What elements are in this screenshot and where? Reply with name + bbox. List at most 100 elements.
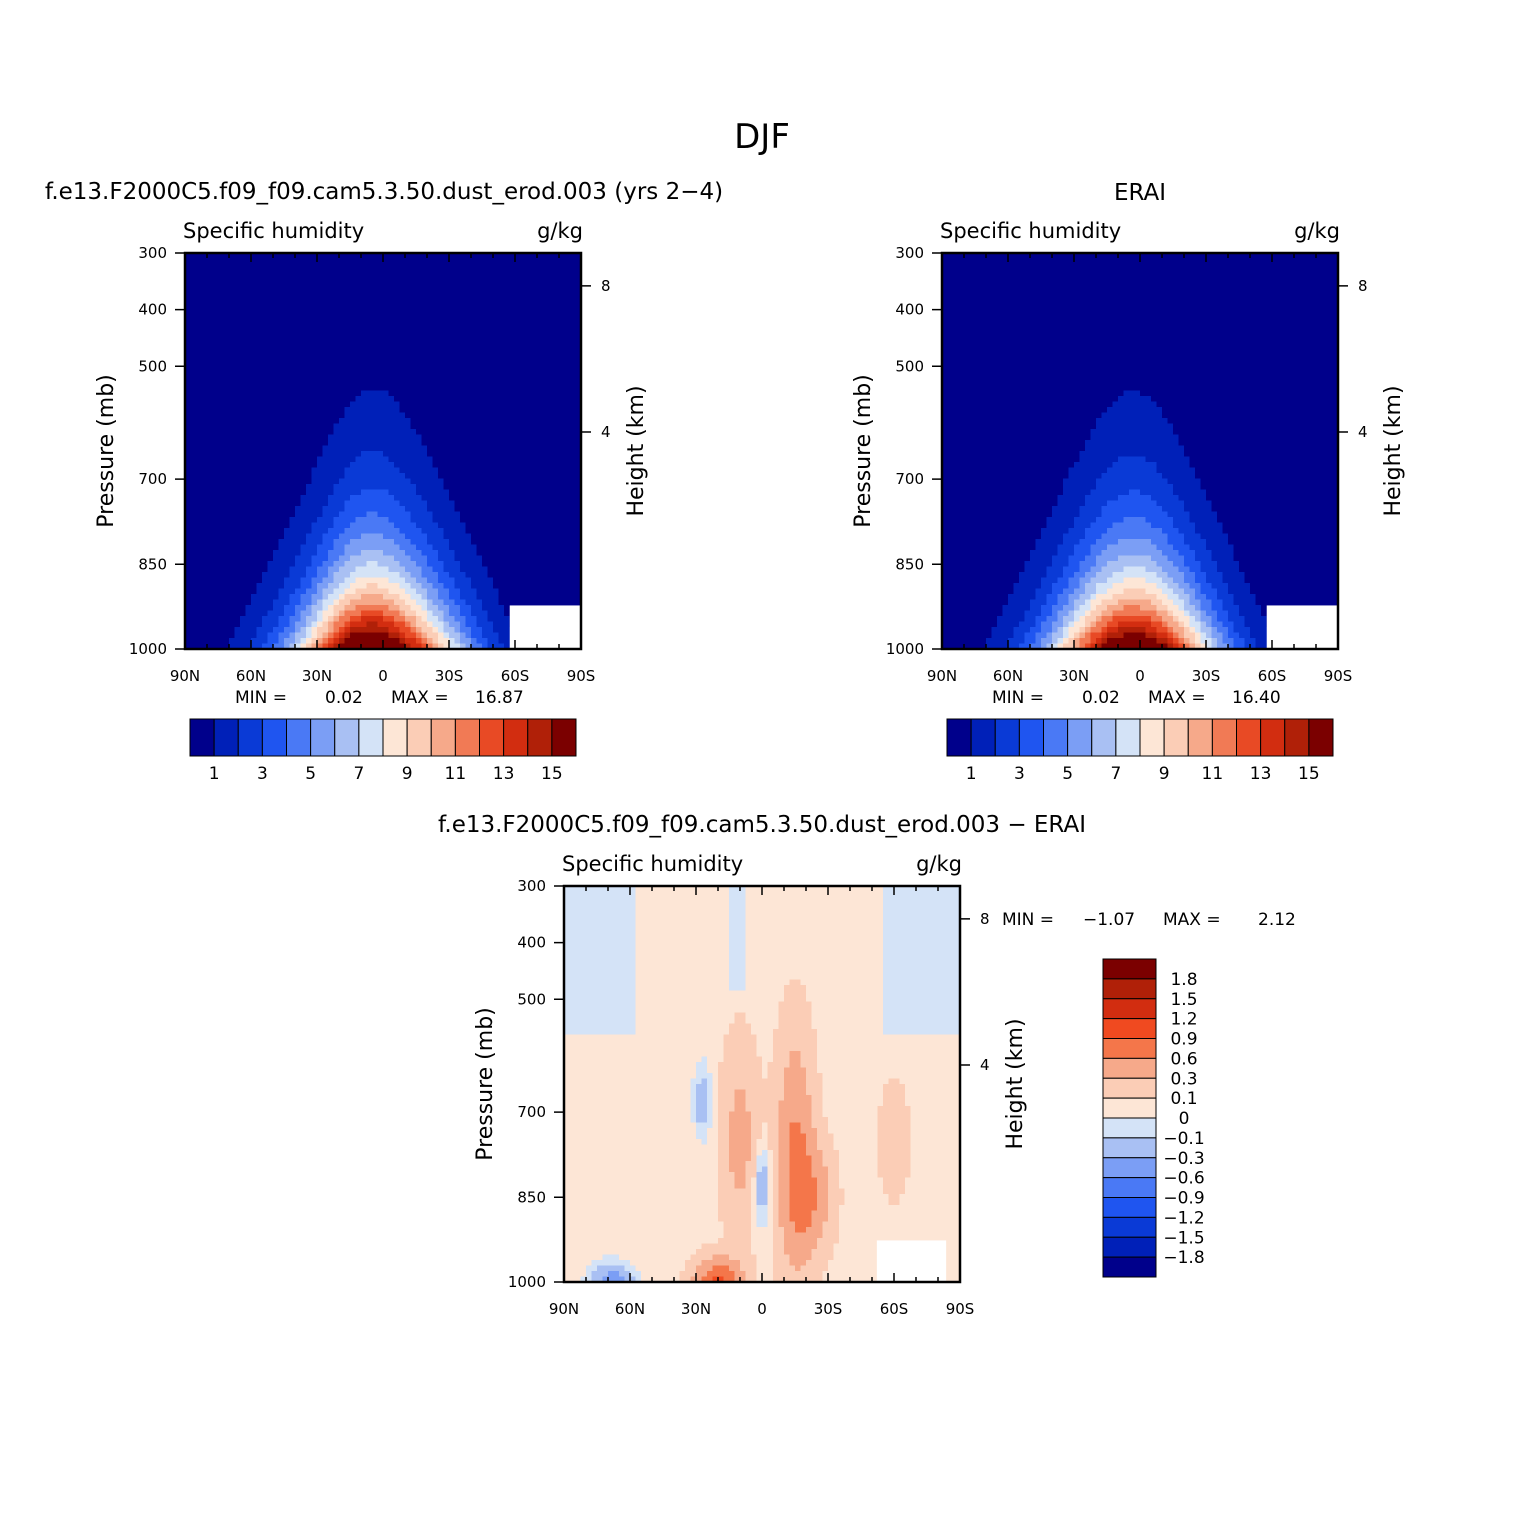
left-label: Specific humidity (940, 219, 1121, 243)
y-tick-label: 1000 (129, 640, 167, 658)
colorbar-swatch (1102, 1177, 1157, 1198)
stats-max-label: MAX = (1148, 688, 1206, 708)
figure-title: DJF (734, 117, 790, 157)
y-tick-label: 1000 (508, 1273, 546, 1291)
x-tick-label: 30N (302, 667, 332, 685)
x-tick-label: 90N (549, 1300, 579, 1318)
y-tick-label: 850 (895, 555, 924, 573)
stats-min-label: MIN = (235, 688, 287, 708)
stats-min-value: 0.02 (325, 688, 363, 708)
stats-min-label: MIN = (1002, 910, 1054, 930)
colorbar-swatch (994, 718, 1020, 757)
stats-min-value: −1.07 (1083, 910, 1135, 930)
right-label: g/kg (916, 852, 962, 876)
x-tick-label: 30S (435, 667, 464, 685)
colorbar-swatch (1102, 958, 1157, 980)
stats-max-label: MAX = (1163, 910, 1221, 930)
colorbar-label: −1.5 (1163, 1228, 1204, 1248)
y-tick-label: 300 (517, 877, 546, 895)
colorbar-label: 11 (1202, 764, 1224, 784)
colorbar-label: 11 (445, 764, 467, 784)
y2-axis-title: Height (km) (1381, 385, 1406, 516)
colorbar-swatch (1102, 1117, 1157, 1139)
y-axis-title: Pressure (mb) (94, 374, 119, 528)
colorbar-label: 1.5 (1170, 990, 1197, 1010)
colorbar-swatch (970, 718, 996, 757)
panel-title: ERAI (1114, 180, 1166, 206)
colorbar-swatch (1091, 718, 1117, 757)
y-tick-label: 500 (895, 357, 924, 375)
colorbar-swatch (1102, 998, 1157, 1020)
colorbar-swatch (213, 718, 239, 757)
colorbar-swatch (382, 718, 408, 757)
colorbar-swatch (286, 718, 312, 757)
colorbar-label: 9 (1159, 764, 1170, 784)
x-tick-label: 60S (501, 667, 530, 685)
y2-axis-title: Height (km) (1003, 1018, 1028, 1149)
colorbar-label: 7 (1110, 764, 1121, 784)
colorbar-label: 7 (353, 764, 364, 784)
colorbar-label: 0 (1179, 1109, 1190, 1129)
colorbar-label: −1.8 (1163, 1248, 1204, 1268)
colorbar-swatch (1260, 718, 1286, 757)
contour-panel-2: ERAI Specific humidity g/kg 90N 60N 30N 0 30S 60… (851, 180, 1406, 784)
colorbar-swatch (1102, 1038, 1157, 1059)
y-tick-label: 400 (517, 934, 546, 952)
colorbar-swatch (1043, 718, 1069, 757)
colorbar-label: 0.9 (1170, 1030, 1197, 1050)
left-label: Specific humidity (183, 219, 364, 243)
x-tick-label: 90S (567, 667, 596, 685)
left-label: Specific humidity (562, 852, 743, 876)
colorbar-swatch (1308, 718, 1334, 757)
y-tick-label: 300 (895, 244, 924, 262)
missing-data-region (509, 605, 581, 649)
colorbar-swatch (1163, 718, 1189, 757)
colorbar-swatch (1102, 1018, 1157, 1039)
colorbar-label: 13 (1250, 764, 1272, 784)
colorbar-label: 1 (966, 764, 977, 784)
colorbar-label: −0.1 (1163, 1129, 1204, 1149)
y2-axis-title: Height (km) (624, 385, 649, 516)
y-tick-label: 700 (895, 470, 924, 488)
colorbar-swatch (261, 718, 287, 757)
y2-tick-label: 4 (980, 1056, 990, 1074)
y-tick-label: 500 (517, 990, 546, 1008)
stats-min-value: 0.02 (1082, 688, 1120, 708)
colorbar-label: 3 (1014, 764, 1025, 784)
colorbar-swatch (358, 718, 384, 757)
colorbar-swatch (406, 718, 432, 757)
colorbar-swatch (334, 718, 360, 757)
colorbar-swatch (1102, 1236, 1157, 1258)
x-tick-label: 0 (1135, 667, 1145, 685)
y2-tick-label: 8 (601, 277, 611, 295)
colorbar-swatch (189, 718, 215, 757)
x-tick-label: 90N (927, 667, 957, 685)
missing-data-region (876, 1240, 947, 1282)
x-tick-label: 30N (1059, 667, 1089, 685)
colorbar-label: 0.3 (1170, 1069, 1197, 1089)
colorbar-label: −0.3 (1163, 1149, 1204, 1169)
panel-title: f.e13.F2000C5.f09_f09.cam5.3.50.dust_ero… (438, 812, 1086, 838)
panel-title: f.e13.F2000C5.f09_f09.cam5.3.50.dust_ero… (45, 179, 723, 205)
x-tick-label: 60N (236, 667, 266, 685)
y-tick-label: 1000 (886, 640, 924, 658)
colorbar-label: 0.1 (1170, 1089, 1197, 1109)
x-tick-label: 30S (814, 1300, 843, 1318)
colorbar-swatch (310, 718, 336, 757)
stats-max-value: 16.87 (475, 688, 524, 708)
colorbar-label: 13 (493, 764, 515, 784)
y-tick-label: 850 (138, 555, 167, 573)
colorbar-label: 9 (402, 764, 413, 784)
y-tick-label: 400 (895, 301, 924, 319)
contour-field (185, 253, 582, 650)
colorbar-swatch (430, 718, 456, 757)
y-axis-title: Pressure (mb) (473, 1007, 498, 1161)
y-tick-label: 700 (138, 470, 167, 488)
x-tick-label: 30S (1192, 667, 1221, 685)
colorbar-label: −1.2 (1163, 1208, 1204, 1228)
x-tick-label: 30N (681, 1300, 711, 1318)
colorbar-swatch (1115, 718, 1141, 757)
colorbar-swatch (1187, 718, 1213, 757)
colorbar-swatch (1067, 718, 1093, 757)
colorbar-swatch (1102, 1157, 1157, 1179)
